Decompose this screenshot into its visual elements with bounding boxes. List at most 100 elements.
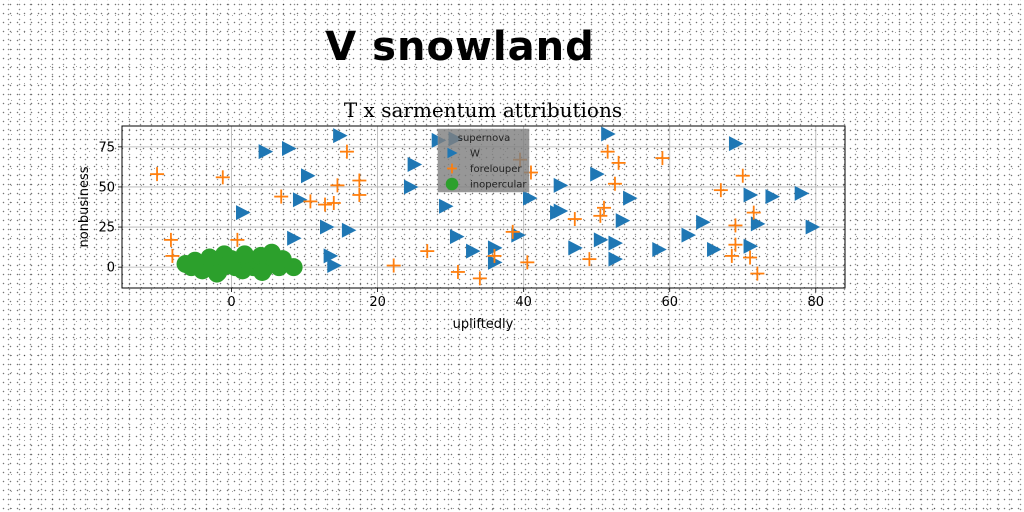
point-W bbox=[550, 205, 565, 221]
point-W bbox=[523, 190, 538, 206]
point-forelouper bbox=[163, 232, 178, 247]
x-tick-label: 0 bbox=[227, 295, 235, 310]
series-forelouper bbox=[150, 144, 765, 286]
point-W bbox=[750, 216, 766, 232]
point-forelouper bbox=[472, 271, 487, 286]
point-W bbox=[608, 235, 623, 251]
series-inopercular bbox=[176, 243, 303, 283]
point-W bbox=[615, 213, 631, 229]
point-forelouper bbox=[600, 144, 615, 159]
point-forelouper bbox=[593, 208, 608, 223]
point-forelouper bbox=[505, 224, 520, 239]
point-forelouper bbox=[386, 258, 401, 273]
point-W bbox=[403, 179, 419, 195]
x-tick-label: 20 bbox=[369, 295, 386, 310]
legend-label-inopercular: inopercular bbox=[470, 180, 527, 191]
point-W bbox=[466, 243, 481, 259]
x-tick-label: 60 bbox=[661, 295, 678, 310]
point-forelouper bbox=[303, 194, 318, 209]
point-W bbox=[319, 219, 335, 235]
point-W bbox=[590, 166, 605, 182]
point-forelouper bbox=[728, 218, 743, 233]
point-forelouper bbox=[611, 155, 626, 170]
point-inopercular bbox=[207, 264, 226, 283]
point-W bbox=[608, 251, 623, 267]
point-W bbox=[805, 219, 821, 235]
point-W bbox=[258, 144, 274, 160]
point-W bbox=[487, 240, 503, 256]
point-forelouper bbox=[352, 173, 367, 188]
point-forelouper bbox=[352, 187, 367, 202]
point-forelouper bbox=[750, 266, 765, 281]
point-forelouper bbox=[655, 151, 670, 166]
point-forelouper bbox=[728, 237, 743, 252]
y-tick-label: 50 bbox=[98, 180, 115, 195]
legend-marker-W bbox=[447, 147, 458, 159]
legend-label-W: W bbox=[470, 149, 480, 160]
point-W bbox=[341, 222, 357, 238]
point-W bbox=[553, 177, 569, 193]
point-forelouper bbox=[567, 212, 582, 227]
point-W bbox=[327, 258, 342, 274]
point-inopercular bbox=[235, 245, 254, 264]
point-forelouper bbox=[230, 232, 245, 247]
point-W bbox=[652, 242, 667, 258]
point-forelouper bbox=[150, 167, 165, 182]
point-W bbox=[236, 205, 251, 221]
legend-marker-inopercular bbox=[445, 177, 459, 191]
legend-marker-forelouper bbox=[447, 163, 457, 174]
point-W bbox=[287, 230, 302, 246]
point-forelouper bbox=[318, 197, 333, 212]
point-W bbox=[728, 136, 744, 152]
point-W bbox=[743, 238, 759, 254]
point-forelouper bbox=[597, 200, 611, 215]
point-forelouper bbox=[735, 168, 750, 183]
point-W bbox=[743, 187, 759, 203]
y-tick-label: 75 bbox=[98, 140, 115, 155]
legend-label-forelouper: forelouper bbox=[470, 164, 522, 175]
point-forelouper bbox=[215, 170, 230, 185]
point-forelouper bbox=[165, 248, 180, 263]
point-W bbox=[300, 168, 316, 184]
point-W bbox=[449, 229, 465, 245]
chart-title: T x sarmentum attributions bbox=[344, 98, 622, 122]
point-forelouper bbox=[607, 176, 622, 191]
point-forelouper bbox=[582, 252, 597, 267]
point-W bbox=[282, 140, 297, 156]
point-forelouper bbox=[450, 264, 465, 279]
point-W bbox=[707, 242, 722, 258]
point-forelouper bbox=[420, 244, 435, 259]
point-W bbox=[601, 126, 616, 142]
point-inopercular bbox=[284, 258, 303, 277]
point-W bbox=[439, 198, 454, 214]
point-forelouper bbox=[724, 248, 739, 263]
point-W bbox=[794, 185, 810, 201]
axis-ticks: 0 20 40 60 80 0 25 50 75 bbox=[98, 140, 824, 310]
x-axis-label: upliftedly bbox=[453, 317, 514, 332]
y-tick-label: 0 bbox=[107, 261, 115, 276]
point-W bbox=[323, 248, 339, 264]
point-forelouper bbox=[743, 250, 758, 265]
x-tick-label: 40 bbox=[515, 295, 532, 310]
point-inopercular bbox=[253, 262, 272, 281]
y-axis-label: nonbusiness bbox=[77, 166, 92, 247]
point-forelouper bbox=[746, 205, 761, 220]
point-forelouper bbox=[274, 189, 289, 204]
point-forelouper bbox=[487, 248, 502, 263]
point-forelouper bbox=[520, 255, 535, 270]
point-W bbox=[623, 190, 638, 206]
point-W bbox=[696, 214, 711, 230]
point-W bbox=[407, 156, 423, 172]
figure-suptitle: V snowland bbox=[325, 24, 595, 70]
point-W bbox=[681, 227, 696, 243]
point-W bbox=[292, 192, 308, 208]
point-forelouper bbox=[339, 144, 354, 159]
point-forelouper bbox=[330, 178, 345, 193]
point-W bbox=[765, 189, 780, 205]
point-forelouper bbox=[326, 195, 341, 210]
point-W bbox=[333, 128, 348, 144]
plot-area bbox=[121, 125, 846, 289]
y-tick-label: 25 bbox=[98, 221, 115, 236]
